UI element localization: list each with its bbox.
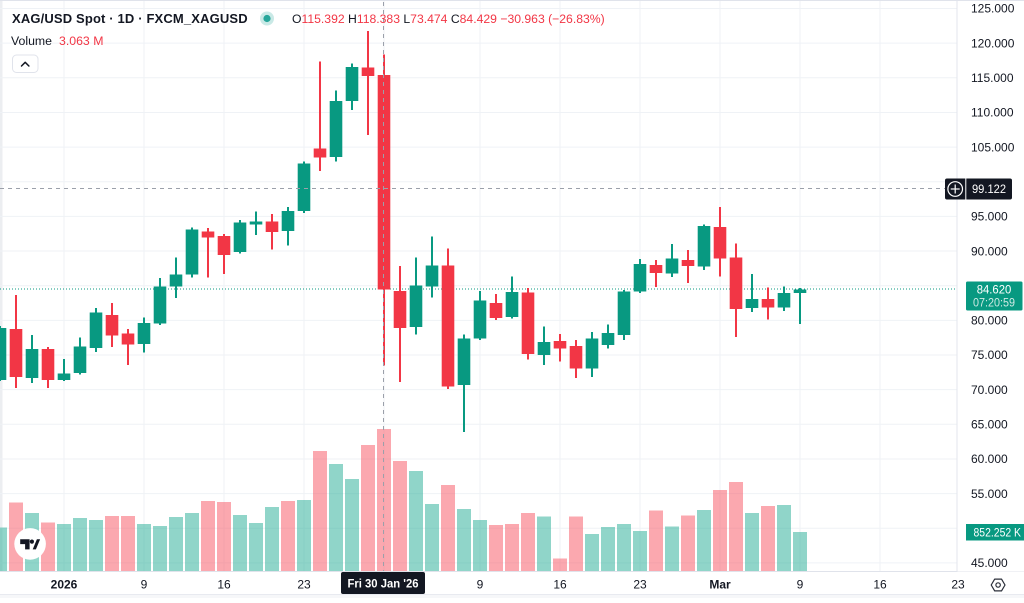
svg-text:90.000: 90.000 bbox=[971, 244, 1008, 258]
svg-text:125.000: 125.000 bbox=[971, 2, 1015, 16]
svg-text:9: 9 bbox=[141, 578, 148, 592]
svg-text:80.000: 80.000 bbox=[971, 314, 1008, 328]
svg-text:XAG/USD Spot · 1D · FXCM_XAGUS: XAG/USD Spot · 1D · FXCM_XAGUSD bbox=[12, 11, 248, 26]
svg-text:115.000: 115.000 bbox=[971, 71, 1014, 85]
svg-text:O115.392 H118.383 L73.474 C84.: O115.392 H118.383 L73.474 C84.429 −30.96… bbox=[292, 12, 605, 26]
svg-text:70.000: 70.000 bbox=[971, 383, 1008, 397]
svg-text:852.252 K: 852.252 K bbox=[974, 526, 1022, 540]
svg-text:120.000: 120.000 bbox=[971, 36, 1015, 50]
svg-text:65.000: 65.000 bbox=[971, 418, 1008, 432]
svg-text:95.000: 95.000 bbox=[971, 210, 1008, 224]
svg-text:3.063 M: 3.063 M bbox=[59, 34, 103, 48]
svg-text:45.000: 45.000 bbox=[971, 556, 1008, 570]
svg-text:Mar: Mar bbox=[709, 578, 731, 592]
svg-text:99.122: 99.122 bbox=[972, 182, 1006, 196]
svg-text:75.000: 75.000 bbox=[971, 348, 1008, 362]
svg-text:60.000: 60.000 bbox=[971, 452, 1008, 466]
svg-text:16: 16 bbox=[553, 578, 567, 592]
svg-text:9: 9 bbox=[477, 578, 484, 592]
svg-text:Fri 30 Jan '26: Fri 30 Jan '26 bbox=[348, 577, 419, 591]
svg-text:2026: 2026 bbox=[51, 578, 78, 592]
svg-text:23: 23 bbox=[633, 578, 647, 592]
svg-text:9: 9 bbox=[797, 578, 804, 592]
svg-text:105.000: 105.000 bbox=[971, 140, 1015, 154]
svg-text:16: 16 bbox=[873, 578, 887, 592]
svg-text:23: 23 bbox=[951, 578, 965, 592]
svg-text:07:20:59: 07:20:59 bbox=[973, 298, 1015, 310]
svg-text:Volume: Volume bbox=[11, 34, 52, 48]
svg-text:55.000: 55.000 bbox=[971, 487, 1008, 501]
svg-text:23: 23 bbox=[297, 578, 311, 592]
svg-text:110.000: 110.000 bbox=[971, 106, 1014, 120]
svg-text:84.620: 84.620 bbox=[977, 283, 1012, 297]
svg-text:16: 16 bbox=[217, 578, 231, 592]
